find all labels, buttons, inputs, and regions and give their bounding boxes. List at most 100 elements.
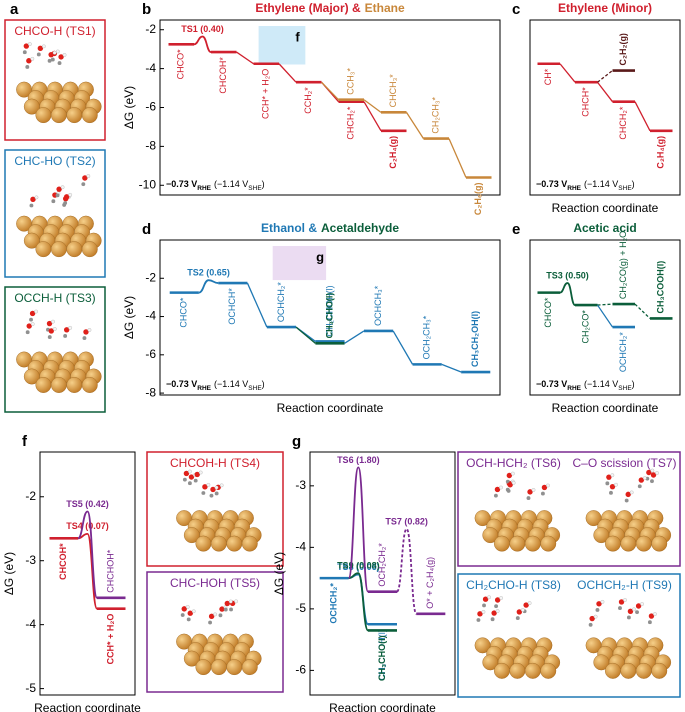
panel-letter: b — [142, 1, 151, 18]
connector — [278, 63, 297, 83]
carbon — [494, 604, 499, 609]
y-tick-label: -4 — [145, 309, 156, 323]
x-axis-label: Reaction coordinate — [552, 201, 659, 215]
oxygen — [523, 602, 529, 608]
barrier — [77, 510, 98, 599]
chart-title: Ethylene (Major) & Ethane — [255, 1, 405, 15]
y-tick-label: -3 — [295, 478, 306, 492]
carbon — [624, 498, 629, 503]
hydrogen — [593, 614, 598, 619]
plot-frame — [529, 19, 681, 196]
barrier-label: TS6 (1.80) — [337, 455, 380, 465]
hydrogen — [34, 195, 39, 200]
atom — [195, 535, 212, 552]
y-tick-label: -4 — [145, 61, 156, 75]
barrier-label: TS9 (0.08) — [337, 561, 380, 571]
barrier-label: TS2 (0.65) — [187, 268, 230, 278]
potential-part: (−1.14 V — [584, 179, 618, 189]
carbon — [57, 61, 62, 66]
oxygen — [506, 472, 513, 479]
title-part: Acetic acid — [573, 221, 636, 235]
carbon — [180, 613, 185, 617]
potential-part: ) — [632, 179, 635, 189]
chart-title: Ethanol & Acetaldehyde — [261, 221, 399, 235]
structure-caption: CH₂CHO-H (TS8) — [466, 578, 561, 592]
state-label: C₂H₆(g) — [473, 182, 483, 215]
hydrogen — [653, 612, 657, 616]
potential-part: ) — [632, 379, 635, 389]
connector — [363, 99, 382, 113]
y-tick-label: -6 — [145, 347, 156, 361]
atom — [81, 377, 98, 393]
oxygen — [29, 310, 36, 317]
hydrogen — [531, 488, 536, 492]
state-label: CH₂CHOH(l) — [324, 285, 334, 336]
connector — [448, 138, 467, 178]
hydrogen — [510, 471, 515, 476]
hydrogen — [51, 319, 55, 324]
hydrogen — [30, 322, 35, 326]
oxygen — [541, 484, 548, 491]
potential-part: −0.73 V — [536, 379, 567, 389]
carbon — [187, 481, 192, 486]
title-part: Acetaldehyde — [321, 221, 399, 235]
atom — [226, 535, 243, 552]
carbon — [647, 620, 652, 625]
hydrogen — [228, 599, 233, 604]
carbon — [618, 606, 622, 611]
carbon — [51, 199, 56, 204]
y-tick-label: -5 — [295, 601, 306, 615]
y-axis-label: ΔG (eV) — [272, 552, 286, 595]
hydrogen — [511, 480, 516, 485]
atom — [620, 662, 637, 679]
structure-box — [4, 286, 106, 413]
connector — [344, 330, 365, 344]
carbon — [193, 478, 198, 483]
oxygen — [63, 327, 70, 333]
oxygen — [609, 483, 616, 490]
state-label: CCH₃* — [346, 68, 356, 95]
oxygen — [219, 606, 225, 612]
carbon — [50, 57, 55, 62]
panel-letter: d — [142, 221, 151, 238]
plot-frame — [39, 451, 136, 696]
oxygen — [56, 186, 62, 192]
hydrogen — [640, 602, 644, 606]
oxygen — [224, 600, 231, 607]
atom — [81, 107, 98, 124]
plot-frame — [159, 239, 501, 396]
potential-part: SHE — [618, 185, 632, 192]
hydrogen — [213, 612, 217, 617]
atom — [35, 377, 52, 393]
atom — [226, 659, 243, 676]
atom — [540, 535, 557, 552]
panel-letter: c — [512, 1, 520, 18]
oxygen — [26, 323, 32, 329]
y-tick-label: -2 — [145, 270, 156, 284]
oxygen — [23, 43, 30, 49]
hydrogen — [198, 470, 203, 475]
atom — [195, 659, 212, 676]
carbon — [588, 622, 593, 627]
carbon — [25, 330, 30, 335]
y-tick-label: -8 — [145, 385, 156, 399]
state-label: CH₃COOH(l) — [656, 261, 666, 314]
oxygen — [650, 472, 657, 478]
plot-frame — [529, 239, 681, 396]
oxygen — [627, 608, 634, 614]
structure-caption: C–O scission (TS7) — [572, 456, 676, 470]
oxygen — [516, 609, 523, 615]
x-axis-label: Reaction coordinate — [329, 701, 436, 712]
y-tick-label: -8 — [145, 139, 156, 153]
oxygen — [48, 328, 55, 334]
carbon — [201, 491, 206, 495]
chart-title: Ethylene (Minor) — [558, 1, 652, 15]
atom — [66, 377, 83, 393]
structure-box — [146, 451, 284, 567]
oxygen — [494, 597, 501, 603]
state-label: CHCH* — [581, 87, 591, 117]
state-label: CHCO* — [543, 297, 553, 327]
hydrogen — [499, 596, 503, 600]
carbon — [637, 484, 642, 489]
